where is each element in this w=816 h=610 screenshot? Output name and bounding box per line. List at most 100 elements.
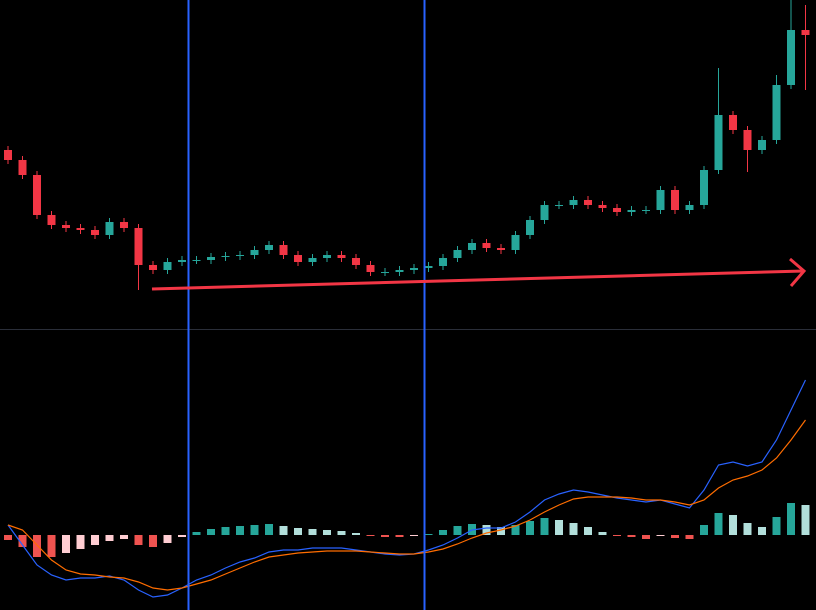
candle-body (192, 260, 201, 261)
candle-body (33, 175, 41, 215)
histogram-bar (714, 513, 723, 535)
candle-body (381, 272, 389, 273)
candle-body (207, 257, 215, 260)
candle-body (149, 265, 157, 270)
candle-body (497, 248, 505, 250)
candle-body (439, 258, 447, 266)
histogram-bar (555, 520, 563, 535)
histogram-bar (236, 526, 244, 535)
histogram-bar (671, 535, 679, 538)
candle-body (613, 208, 621, 212)
histogram-bar (526, 521, 534, 535)
candle-body (627, 210, 636, 212)
histogram-bar (598, 532, 607, 535)
candle-body (134, 228, 143, 265)
candle-body (163, 262, 172, 270)
candle-body (105, 222, 114, 235)
candle-body (453, 250, 462, 258)
candle-body (352, 258, 360, 265)
histogram-bar (395, 535, 404, 537)
histogram-bar (18, 535, 27, 547)
histogram-bar (221, 527, 230, 535)
histogram-bar (323, 530, 331, 535)
histogram-bar (294, 528, 302, 535)
trend-arrow (151, 269, 805, 291)
histogram-bar (511, 525, 520, 535)
candle-body (758, 140, 766, 150)
histogram-bar (265, 524, 273, 535)
candle-body (656, 190, 665, 210)
candle-body (91, 230, 99, 235)
candle-body (410, 268, 418, 270)
candle-body (482, 243, 491, 248)
histogram-bar (250, 525, 259, 535)
candle-body (308, 258, 317, 262)
candle-body (598, 205, 607, 208)
histogram-bar (279, 526, 288, 535)
candle-body (555, 205, 563, 206)
arrow-head (789, 257, 807, 287)
histogram-bar (33, 535, 41, 557)
histogram-bar (801, 505, 810, 535)
histogram-bar (120, 535, 128, 539)
candle-body (279, 245, 288, 255)
candle-body (787, 30, 795, 85)
histogram-bar (134, 535, 143, 545)
histogram-bar (62, 535, 70, 553)
candle-body (540, 205, 549, 220)
histogram-bar (569, 523, 578, 535)
histogram-bar (149, 535, 157, 547)
histogram-bar (4, 535, 12, 540)
candle-body (642, 210, 650, 211)
candle-body (569, 200, 578, 205)
candle-body (47, 215, 56, 225)
histogram-bar (178, 535, 186, 537)
candle-body (801, 30, 810, 35)
candle-body (772, 85, 781, 140)
histogram-bar (700, 525, 708, 535)
histogram-bar (163, 535, 172, 543)
candle-body (671, 190, 679, 210)
histogram-bar (787, 503, 795, 535)
histogram-bar (453, 526, 462, 535)
histogram-bar (337, 531, 346, 535)
histogram-bar (439, 530, 447, 535)
candle-body (294, 255, 302, 262)
candle-body (323, 255, 331, 258)
marks (4, 0, 810, 598)
candle-body (4, 150, 12, 160)
candle-body (526, 220, 534, 235)
histogram-bar (308, 529, 317, 535)
histogram-bar (76, 535, 85, 549)
candle-body (395, 270, 404, 272)
candle-body (337, 255, 346, 258)
candle-body (700, 170, 708, 205)
candle-body (250, 250, 259, 255)
histogram-bar (352, 533, 360, 535)
histogram-bar (772, 517, 781, 535)
candle-body (62, 225, 70, 228)
candle-body (366, 265, 375, 272)
histogram-bar (540, 518, 549, 535)
histogram-bar (656, 535, 665, 536)
histogram-bar (207, 529, 215, 535)
histogram-bar (743, 523, 752, 535)
candle-body (729, 115, 737, 130)
histogram-bar (685, 535, 694, 539)
candle-body (743, 130, 752, 150)
histogram-bar (91, 535, 99, 545)
candle-body (511, 235, 520, 250)
histogram-bar (627, 535, 636, 537)
candle-body (265, 245, 273, 250)
histogram-bar (424, 534, 433, 535)
histogram-bar (105, 535, 114, 541)
candle-body (714, 115, 723, 170)
histogram-bar (729, 515, 737, 535)
histogram-bar (482, 525, 491, 535)
histogram-bar (410, 535, 418, 536)
histogram-bar (758, 527, 766, 535)
histogram-bar (381, 535, 389, 537)
